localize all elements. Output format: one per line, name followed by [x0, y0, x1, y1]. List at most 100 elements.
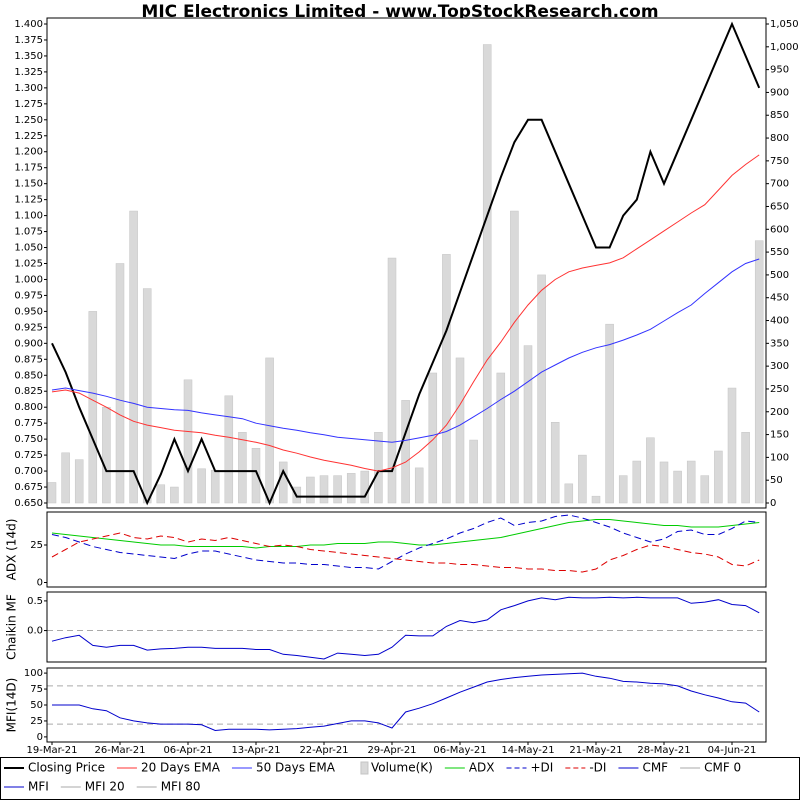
legend-label: ADX: [469, 761, 495, 775]
legend-item: CMF 0: [680, 761, 741, 775]
y-tick-label: 1.100: [14, 211, 43, 222]
volume-bar: [346, 473, 356, 504]
legend-item: +DI: [506, 761, 553, 775]
legend-label: Volume(K): [371, 761, 433, 775]
volume-bar: [727, 387, 737, 504]
y2-tick-label: 600: [770, 224, 789, 235]
y-tick-label: 1.200: [14, 147, 43, 158]
volume-bar: [238, 432, 247, 504]
volume-bar: [102, 406, 111, 504]
y-tick-label: 1.175: [14, 163, 43, 174]
legend-item: MFI: [4, 780, 49, 794]
legend-label: MFI: [28, 780, 49, 794]
volume-bar: [333, 475, 342, 504]
legend-label: -DI: [589, 761, 606, 775]
plot-area: [47, 668, 766, 742]
volume-bar: [523, 345, 533, 504]
x-tick-label: 19-Mar-21: [27, 745, 78, 756]
x-tick-label: 26-Mar-21: [95, 745, 146, 756]
volume-bar: [700, 475, 710, 504]
y-tick-label: 50: [30, 700, 43, 711]
volume-bar: [360, 470, 370, 504]
y-tick-label: 1.325: [14, 67, 43, 78]
y-tick-label: 0.925: [14, 322, 43, 333]
x-tick-label: 14-May-21: [501, 745, 554, 756]
volume-bar: [115, 263, 125, 504]
volume-bar: [88, 311, 98, 504]
y-tick-label: 0.675: [14, 482, 43, 493]
legend-item: Closing Price: [4, 761, 105, 775]
volume-bar: [496, 372, 506, 504]
y-tick-label: 1.025: [14, 259, 43, 270]
y-axis-label: MFI(14D): [5, 678, 19, 733]
volume-bar: [673, 470, 682, 504]
y-tick-label: 0.950: [14, 306, 43, 317]
volume-bar: [197, 468, 206, 504]
legend-label: Closing Price: [28, 761, 105, 775]
y-tick-label: 100: [24, 668, 43, 679]
y-tick-label: 0.5: [27, 596, 43, 607]
legend-swatch: [360, 761, 369, 775]
plot-area: [47, 512, 766, 587]
y-tick-label: 1.050: [14, 243, 43, 254]
volume-bar: [47, 482, 57, 504]
volume-bar: [183, 379, 193, 504]
y2-tick-label: 800: [770, 133, 789, 144]
y2-tick-label: 750: [770, 156, 789, 167]
y2-tick-label: 450: [770, 293, 789, 304]
y2-tick-label: 700: [770, 179, 789, 190]
volume-bar: [401, 400, 410, 504]
y2-tick-label: 550: [770, 247, 789, 258]
series-line: [51, 532, 760, 573]
volume-bar: [278, 461, 288, 504]
volume-bar: [210, 469, 220, 504]
y-tick-label: 0.650: [14, 498, 43, 509]
legend-item: 20 Days EMA: [116, 761, 221, 775]
series-line: [51, 154, 760, 472]
legend-item: Volume(K): [360, 761, 433, 775]
legend-label: MFI 80: [161, 780, 201, 794]
panel-frame: [46, 17, 767, 509]
series-line: [51, 519, 760, 549]
volume-bar: [142, 288, 152, 504]
y-tick-label: 1.375: [14, 35, 43, 46]
volume-bar: [632, 460, 642, 504]
panel-frame: [46, 667, 767, 743]
x-tick-label: 06-May-21: [433, 745, 486, 756]
x-tick-label: 29-Apr-21: [367, 745, 416, 756]
y-tick-label: 1.250: [14, 115, 43, 126]
x-tick-label: 28-May-21: [637, 745, 690, 756]
y-tick-label: 0.875: [14, 354, 43, 365]
y-tick-label: 1.275: [14, 99, 43, 110]
plot-area: [47, 592, 766, 662]
volume-bar: [61, 452, 70, 504]
legend-label: 20 Days EMA: [141, 761, 221, 775]
panel-frame: [46, 511, 767, 588]
y2-tick-label: 1,050: [770, 19, 799, 30]
y-tick-label: 0.900: [14, 338, 43, 349]
volume-bar: [74, 459, 84, 504]
y-tick-label: 25: [30, 540, 43, 551]
y2-tick-label: 900: [770, 87, 789, 98]
volume-bar: [591, 495, 601, 504]
y-tick-label: 0.850: [14, 370, 43, 381]
volume-bar: [455, 357, 465, 504]
y-tick-label: 25: [30, 716, 43, 727]
y-tick-label: 1.000: [14, 274, 43, 285]
legend-label: 50 Days EMA: [256, 761, 336, 775]
y-tick-label: 0.800: [14, 402, 43, 413]
y2-tick-label: 0: [770, 498, 776, 509]
panel-frame: [46, 591, 767, 663]
volume-bar: [129, 210, 138, 504]
y-tick-label: 0.0: [27, 626, 43, 637]
volume-bar: [306, 476, 315, 504]
volume-bar: [659, 461, 669, 504]
volume-bar: [550, 422, 560, 504]
series-line: [51, 596, 760, 660]
volume-bar: [387, 257, 397, 504]
volume-bar: [646, 437, 655, 504]
volume-bar: [741, 432, 750, 504]
y-axis-label: Chaikin MF: [5, 594, 19, 660]
volume-bar: [319, 475, 329, 504]
y-tick-label: 1.300: [14, 83, 43, 94]
